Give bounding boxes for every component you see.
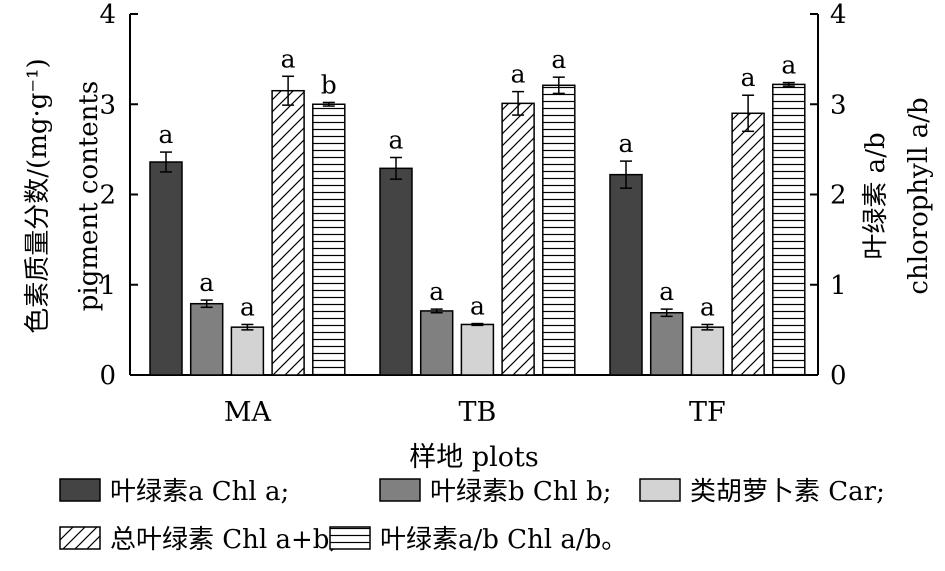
significance-letter: a	[470, 292, 485, 321]
legend-swatch	[379, 478, 421, 502]
bar	[609, 173, 643, 376]
legend-swatch	[639, 478, 681, 502]
legend-label: 叶绿素a/b Chl a/b。	[380, 525, 627, 555]
significance-letter: a	[700, 292, 715, 321]
legend-label: 叶绿素a Chl a;	[110, 477, 289, 507]
significance-letter: a	[281, 44, 296, 73]
bar	[542, 84, 576, 376]
significance-letter: a	[240, 292, 255, 321]
legend-label: 类胡萝卜素 Car;	[690, 477, 885, 507]
right-y-tick-label: 1	[830, 271, 847, 301]
significance-letter: a	[741, 63, 756, 92]
left-y-subtitle-group: pigment contents	[74, 81, 104, 311]
significance-letter: a	[199, 268, 214, 297]
bar	[460, 323, 495, 376]
x-tick-label: TF	[689, 397, 726, 428]
bar	[731, 112, 765, 376]
legend-label: 叶绿素b Chl b;	[430, 477, 612, 507]
legend: 叶绿素a Chl a; 叶绿素b Chl b; 类胡萝卜素 Car; 总叶绿素 Chl…	[59, 477, 885, 555]
bar	[149, 161, 183, 376]
legend-swatch	[329, 526, 371, 550]
axis-labels: MA TB TF 样地 plots 色素质量分数/(mg·g⁻¹) pigment con…	[23, 58, 934, 473]
significance-letter: a	[619, 129, 634, 158]
bar	[312, 103, 346, 376]
legend-label: 总叶绿素 Chl a+b;	[110, 525, 338, 555]
bar	[230, 326, 265, 376]
bar	[501, 102, 535, 376]
right-y-axis-title: 叶绿素 a/b	[861, 132, 891, 259]
significance-letter: a	[389, 125, 404, 154]
significance-letter: a	[159, 120, 174, 149]
legend-swatch	[59, 478, 101, 502]
bar	[649, 311, 684, 376]
right-y-axis-subtitle: chlorophyll a/b	[904, 97, 934, 294]
significance-letter: a	[551, 45, 566, 74]
right-y-tick-label: 0	[830, 361, 847, 391]
bar	[189, 302, 224, 376]
significance-letter: a	[429, 277, 444, 306]
left-y-tick-label: 1	[99, 271, 116, 301]
left-y-tick-label: 0	[99, 361, 116, 391]
right-y-subtitle-group: chlorophyll a/b	[904, 97, 934, 294]
left-y-tick-label: 4	[99, 0, 116, 30]
right-y-tick-label: 3	[830, 90, 847, 120]
significance-letter: a	[781, 51, 796, 80]
significance-letter: a	[511, 60, 526, 89]
right-y-title-group: 叶绿素 a/b	[861, 132, 891, 259]
left-y-tick-label: 3	[99, 90, 116, 120]
bar	[379, 167, 413, 376]
legend-swatch	[59, 526, 101, 550]
left-y-title-group: 色素质量分数/(mg·g⁻¹)	[23, 58, 53, 333]
x-axis-title: 样地 plots	[409, 442, 538, 473]
left-y-axis-subtitle: pigment contents	[74, 81, 104, 311]
bar	[419, 310, 454, 376]
significance-letter: a	[659, 277, 674, 306]
bar	[772, 83, 806, 376]
right-y-tick-label: 2	[830, 181, 847, 211]
x-tick-label: TB	[458, 397, 496, 428]
significance-letter: b	[321, 70, 337, 99]
bar	[271, 89, 305, 376]
x-tick-label: MA	[224, 397, 272, 428]
right-y-tick-label: 4	[830, 0, 847, 30]
bar	[690, 326, 725, 376]
left-y-axis-title: 色素质量分数/(mg·g⁻¹)	[23, 58, 53, 333]
left-y-tick-label: 2	[99, 181, 116, 211]
